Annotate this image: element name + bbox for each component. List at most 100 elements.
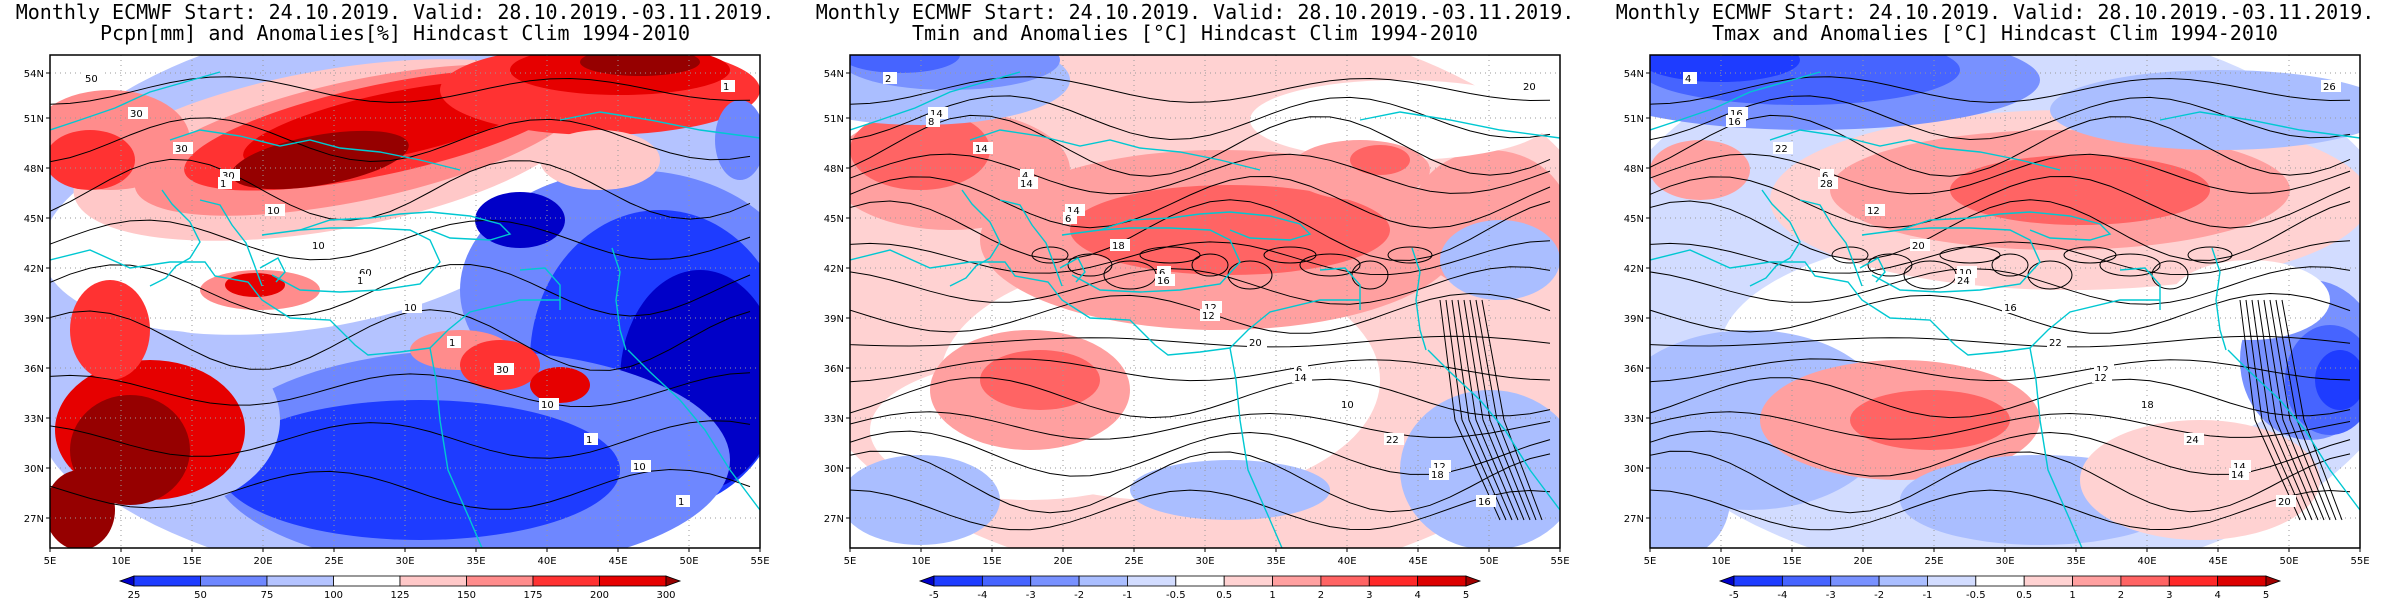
contour-line xyxy=(1387,246,1433,264)
contour-label: 16 xyxy=(1728,117,1741,128)
colorbar-swatch xyxy=(1078,575,1128,587)
contour-label: 16 xyxy=(1157,276,1170,287)
panel-title-line1: Monthly ECMWF Start: 24.10.2019. Valid: … xyxy=(1615,0,2375,24)
contour-label: 60 xyxy=(359,268,372,279)
contour-line xyxy=(1451,299,1513,521)
coastline xyxy=(611,247,627,351)
contour-label: 14 xyxy=(1067,206,1080,217)
colorbar-label: 125 xyxy=(390,590,409,600)
contour-line xyxy=(1445,299,1507,521)
contour-line xyxy=(850,411,1551,440)
colorbar-label: -5 xyxy=(1729,590,1739,600)
contour-label: 30 xyxy=(130,109,143,120)
lon-label: 35E xyxy=(466,556,485,567)
contour-line xyxy=(1831,246,1869,264)
contour-label: 10 xyxy=(267,206,280,217)
coastline xyxy=(1899,211,2112,241)
lon-label: 10E xyxy=(111,556,130,567)
contour-line xyxy=(2099,253,2161,277)
contour-line xyxy=(1650,292,2351,334)
coastline xyxy=(429,299,560,349)
contour-label-bg xyxy=(447,336,461,348)
panel-title-line1: Monthly ECMWF Start: 24.10.2019. Valid: … xyxy=(815,0,1575,24)
anomaly-fill xyxy=(2170,260,2330,340)
contour-line xyxy=(2239,299,2301,521)
precip-map: 503060301030101010130101111154N51N48N45N… xyxy=(24,54,770,600)
anomaly-fill xyxy=(50,130,135,190)
anomaly-fill xyxy=(1650,440,1730,548)
contour-label-bg xyxy=(173,142,193,154)
panel-title-line2: Tmax and Anomalies [°C] Hindcast Clim 19… xyxy=(1712,21,2278,45)
contour-line xyxy=(50,219,751,261)
coastline xyxy=(519,267,561,310)
colorbar-label: 150 xyxy=(457,590,476,600)
contour-line xyxy=(1650,114,2351,177)
contour-label: 26 xyxy=(2323,82,2336,93)
colorbar-swatch xyxy=(933,575,983,587)
lat-label: 51N xyxy=(1624,114,1644,125)
contour-label-bg xyxy=(631,460,651,472)
coastline xyxy=(149,189,201,287)
contour-line xyxy=(2257,299,2319,521)
lat-label: 30N xyxy=(24,464,44,475)
contour-line xyxy=(2251,299,2313,521)
contour-label: 1 xyxy=(678,497,684,508)
lat-label: 54N xyxy=(24,69,44,80)
lon-label: 40E xyxy=(2137,556,2156,567)
coastline xyxy=(627,349,760,511)
contour-label-bg xyxy=(1910,239,1930,251)
contour-label: 12 xyxy=(2094,373,2107,384)
colorbar-label: -0.5 xyxy=(1966,590,1986,600)
contour-label-bg xyxy=(2321,80,2341,92)
coastline xyxy=(2227,349,2360,511)
contour-label: 6 xyxy=(1065,214,1071,225)
coastline xyxy=(169,129,461,171)
colorbar-label: 25 xyxy=(128,590,141,600)
contour-line xyxy=(1299,253,1361,277)
colorbar-swatch xyxy=(2120,575,2170,587)
lon-label: 50E xyxy=(679,556,698,567)
contour-line xyxy=(2187,246,2233,264)
colorbar-label: 75 xyxy=(261,590,274,600)
contour-label: 1 xyxy=(449,338,455,349)
anomaly-fill xyxy=(1350,145,1410,175)
anomaly-fill xyxy=(225,273,285,297)
lat-label: 33N xyxy=(824,414,844,425)
contour-label-bg xyxy=(539,398,559,410)
contour-label-bg xyxy=(1726,115,1746,127)
contour-label: 1 xyxy=(723,82,729,93)
contour-label: 12 xyxy=(1867,206,1880,217)
contour-label: 20 xyxy=(1523,82,1536,93)
lon-label: 45E xyxy=(1408,556,1427,567)
contour-label-bg xyxy=(2002,301,2022,313)
lat-label: 54N xyxy=(1624,69,1644,80)
lat-label: 45N xyxy=(24,214,44,225)
contour-label: 18 xyxy=(1112,241,1125,252)
contour-label-bg xyxy=(1955,274,1975,286)
lon-label: 20E xyxy=(253,556,272,567)
lat-label: 48N xyxy=(1624,164,1644,175)
coastline xyxy=(2029,299,2160,349)
tmax-map: 4610121416121618202220222426282412141654… xyxy=(1624,54,2370,600)
colorbar-swatch xyxy=(2072,575,2122,587)
colorbar-arrow-left xyxy=(1718,575,1735,587)
lon-label: 45E xyxy=(2208,556,2227,567)
anomaly-fill xyxy=(530,367,590,403)
contour-line xyxy=(50,263,751,317)
coastline xyxy=(850,71,1021,131)
panel-title-line2: Tmin and Anomalies [°C] Hindcast Clim 19… xyxy=(912,21,1478,45)
colorbar-label: -5 xyxy=(929,590,939,600)
anomaly-fill xyxy=(1650,140,1750,200)
lon-label: 40E xyxy=(537,556,556,567)
contour-line xyxy=(850,335,1551,348)
coastline xyxy=(199,199,263,287)
lon-label: 45E xyxy=(608,556,627,567)
contour-line xyxy=(2281,299,2343,521)
contour-label-bg xyxy=(1773,142,1793,154)
anomaly-fill xyxy=(1950,155,2210,225)
lat-label: 30N xyxy=(824,464,844,475)
coastline xyxy=(1061,227,1241,293)
lon-label: 15E xyxy=(1782,556,1801,567)
lat-label: 42N xyxy=(824,264,844,275)
coastline xyxy=(949,189,1001,287)
